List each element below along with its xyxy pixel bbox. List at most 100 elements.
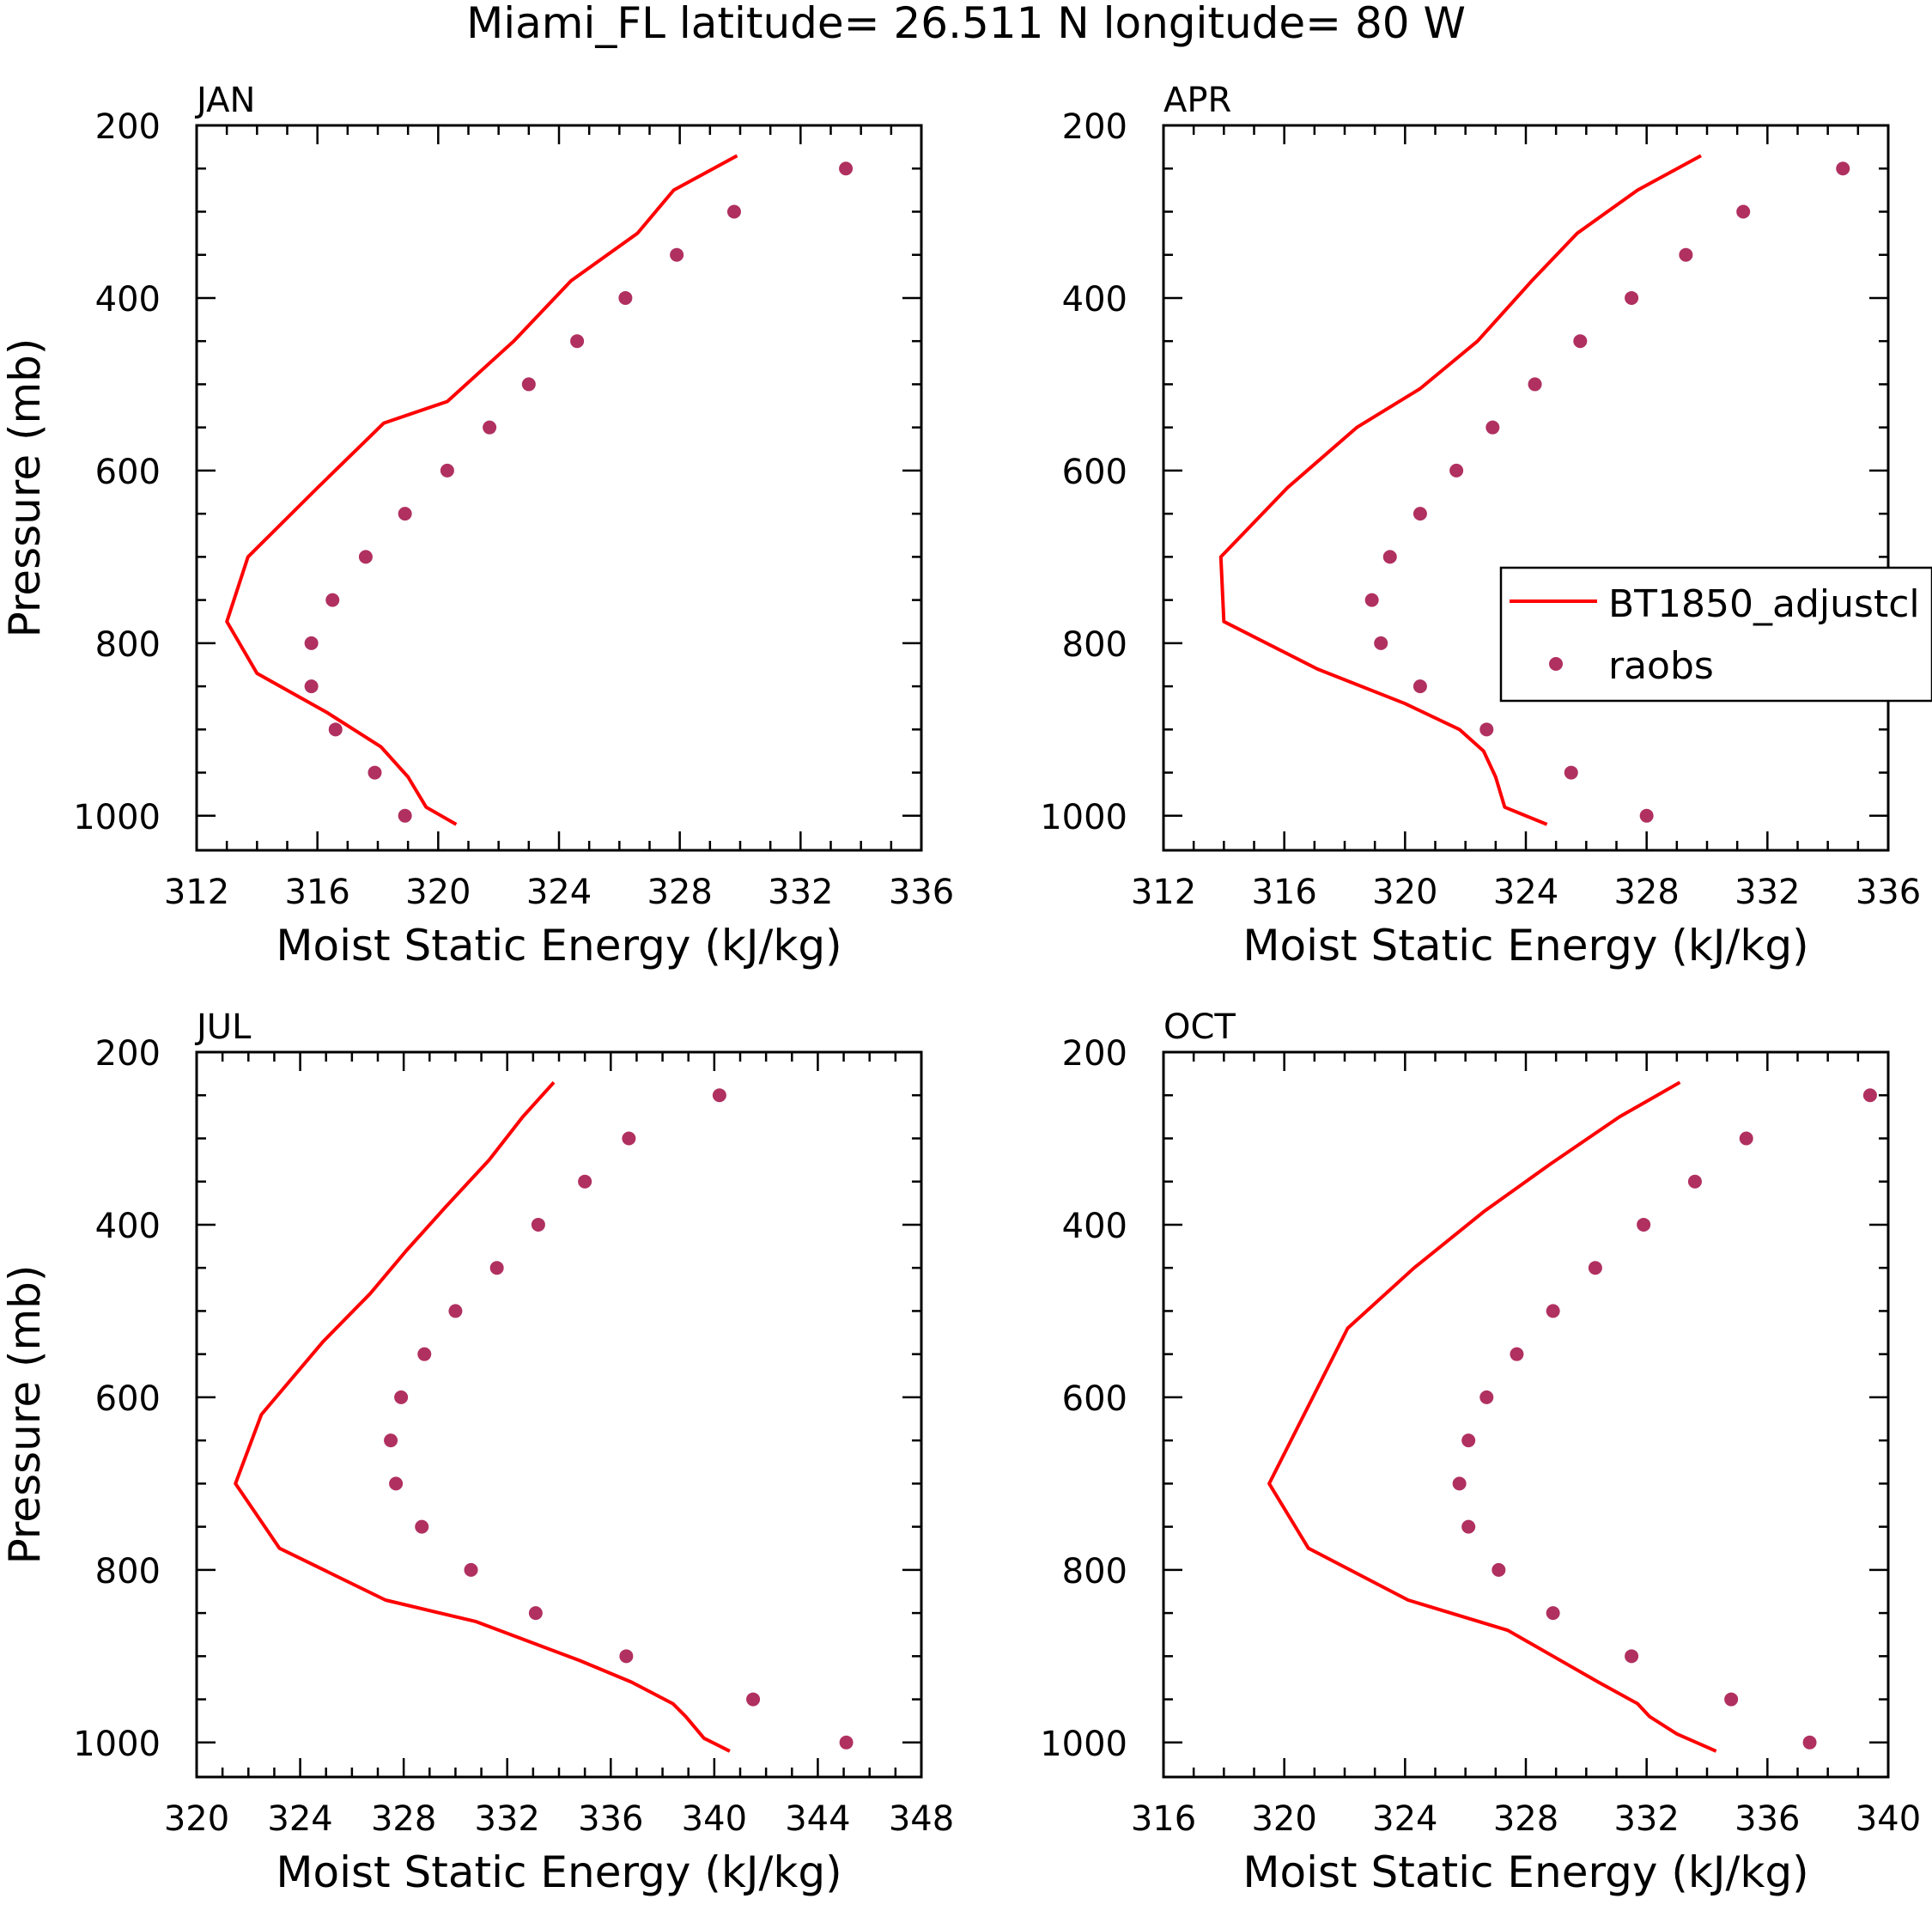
raobs-point bbox=[464, 1562, 478, 1577]
x-axis-label: Moist Static Energy (kJ/kg) bbox=[276, 921, 841, 971]
x-axis-label: Moist Static Energy (kJ/kg) bbox=[1242, 921, 1808, 971]
y-tick-label: 800 bbox=[1062, 1552, 1127, 1591]
raobs-point bbox=[1452, 1476, 1467, 1491]
raobs-point bbox=[726, 204, 741, 219]
raobs-point bbox=[1492, 1562, 1506, 1577]
raobs-point bbox=[1485, 420, 1500, 435]
raobs-point bbox=[1862, 1088, 1877, 1103]
x-tick-label: 312 bbox=[1131, 873, 1196, 912]
x-tick-label: 316 bbox=[1131, 1799, 1196, 1839]
panel-oct: 316 320 324 328 332 336 340 200 400 600 800 1000 OCT… bbox=[1040, 1007, 1921, 1897]
raobs-point bbox=[622, 1131, 636, 1146]
x-tick-label: 336 bbox=[889, 873, 954, 912]
y-tick-label: 200 bbox=[1062, 107, 1127, 147]
raobs-point bbox=[489, 1261, 504, 1275]
x-tick-label: 324 bbox=[1372, 1799, 1437, 1839]
raobs-point bbox=[394, 1390, 409, 1404]
model-profile-line bbox=[1267, 1080, 1717, 1753]
raobs-point bbox=[368, 765, 382, 780]
y-tick-label: 1000 bbox=[73, 798, 161, 837]
raobs-point bbox=[1802, 1735, 1817, 1750]
x-tick-label: 332 bbox=[768, 873, 833, 912]
x-tick-label: 336 bbox=[1856, 873, 1921, 912]
y-tick-label: 1000 bbox=[1040, 798, 1127, 837]
raobs-point bbox=[384, 1433, 398, 1448]
legend-frame bbox=[1499, 566, 1932, 703]
raobs-point bbox=[1382, 550, 1397, 564]
plot-frame bbox=[1162, 1050, 1890, 1779]
raobs-point bbox=[531, 1217, 545, 1232]
raobs-point bbox=[1479, 1390, 1494, 1404]
raobs-point bbox=[1413, 679, 1427, 694]
raobs-point bbox=[328, 722, 343, 737]
raobs-point bbox=[1625, 1649, 1639, 1664]
y-tick-label: 800 bbox=[95, 1552, 161, 1591]
raobs-point bbox=[1364, 593, 1379, 607]
x-tick-label: 320 bbox=[1251, 1799, 1316, 1839]
figure-title: Miami_FL latitude= 26.511 N longitude= 8… bbox=[466, 0, 1466, 48]
y-tick-label: 400 bbox=[1062, 1207, 1127, 1246]
x-tick-label: 336 bbox=[578, 1799, 643, 1839]
raobs-point bbox=[1687, 1174, 1702, 1189]
raobs-point bbox=[1736, 204, 1751, 219]
raobs-point bbox=[358, 550, 373, 564]
panel-title: JUL bbox=[194, 1007, 252, 1047]
x-tick-label: 320 bbox=[1372, 873, 1437, 912]
x-tick-label: 328 bbox=[1493, 1799, 1558, 1839]
x-tick-label: 332 bbox=[475, 1799, 540, 1839]
x-tick-label: 324 bbox=[526, 873, 592, 912]
raobs-point bbox=[1637, 1217, 1651, 1232]
panel-title: OCT bbox=[1163, 1007, 1236, 1047]
plot-frame bbox=[195, 1050, 923, 1779]
legend-line-label: BT1850_adjustcl bbox=[1608, 582, 1920, 626]
x-tick-label: 320 bbox=[405, 873, 471, 912]
raobs-point bbox=[1546, 1606, 1560, 1621]
raobs-point bbox=[304, 679, 319, 694]
panel-title: APR bbox=[1163, 81, 1231, 120]
raobs-point bbox=[839, 161, 854, 176]
x-tick-label: 340 bbox=[682, 1799, 747, 1839]
raobs-point bbox=[440, 463, 454, 478]
x-axis-label: Moist Static Energy (kJ/kg) bbox=[1242, 1847, 1808, 1897]
raobs-point bbox=[1639, 808, 1654, 823]
raobs-point bbox=[415, 1519, 429, 1534]
raobs-point bbox=[1625, 290, 1639, 305]
raobs-point bbox=[1449, 463, 1464, 478]
raobs-point bbox=[398, 507, 412, 521]
x-tick-label: 328 bbox=[647, 873, 712, 912]
x-tick-label: 332 bbox=[1613, 1799, 1679, 1839]
x-tick-label: 328 bbox=[371, 1799, 436, 1839]
panel-title: JAN bbox=[194, 81, 255, 120]
y-tick-label: 600 bbox=[1062, 1379, 1127, 1419]
raobs-point bbox=[417, 1347, 432, 1361]
x-tick-label: 324 bbox=[1493, 873, 1558, 912]
x-tick-label: 348 bbox=[889, 1799, 954, 1839]
x-tick-label: 344 bbox=[785, 1799, 850, 1839]
raobs-point bbox=[304, 636, 319, 650]
y-tick-label: 800 bbox=[95, 625, 161, 665]
x-tick-label: 312 bbox=[164, 873, 229, 912]
raobs-point bbox=[1546, 1304, 1560, 1318]
raobs-point bbox=[570, 334, 585, 349]
plot-frame bbox=[1162, 124, 1890, 852]
y-tick-label: 600 bbox=[95, 1379, 161, 1419]
raobs-point bbox=[1413, 507, 1427, 521]
y-tick-label: 800 bbox=[1062, 625, 1127, 665]
y-tick-label: 400 bbox=[95, 1207, 161, 1246]
x-tick-label: 340 bbox=[1856, 1799, 1921, 1839]
plot-frame bbox=[195, 124, 923, 852]
y-tick-label: 200 bbox=[95, 1034, 161, 1074]
raobs-point bbox=[1374, 636, 1388, 650]
model-profile-line bbox=[234, 1080, 731, 1753]
x-tick-label: 328 bbox=[1613, 873, 1679, 912]
raobs-point bbox=[1564, 765, 1578, 780]
raobs-point bbox=[578, 1174, 592, 1189]
y-tick-label: 600 bbox=[1062, 453, 1127, 492]
raobs-point bbox=[483, 420, 497, 435]
legend-marker-label: raobs bbox=[1608, 644, 1714, 688]
model-profile-line bbox=[225, 154, 738, 826]
raobs-point bbox=[1588, 1261, 1602, 1275]
y-tick-label: 400 bbox=[95, 280, 161, 320]
raobs-point bbox=[618, 290, 633, 305]
